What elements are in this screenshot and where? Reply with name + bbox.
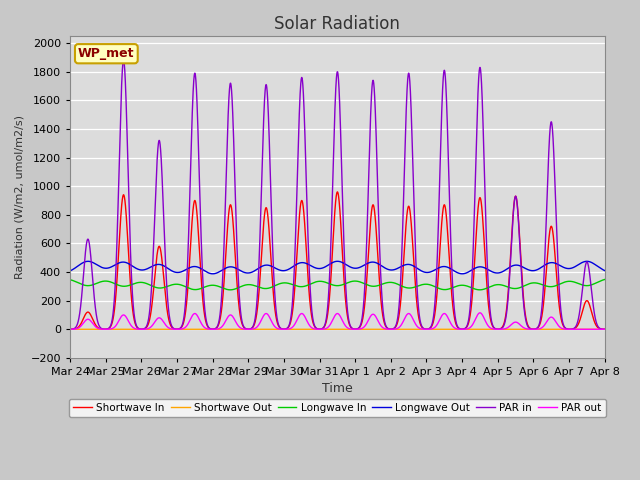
Shortwave In — [412, 279, 419, 285]
Longwave In — [476, 287, 484, 293]
Shortwave In — [67, 326, 74, 332]
Longwave Out — [209, 271, 216, 276]
Line: Shortwave In: Shortwave In — [70, 192, 605, 329]
Longwave Out — [180, 267, 188, 273]
Shortwave Out — [180, 326, 188, 332]
Shortwave In — [175, 326, 182, 332]
PAR in — [120, 58, 127, 63]
Shortwave Out — [599, 326, 607, 332]
PAR in — [601, 326, 609, 332]
Shortwave Out — [487, 326, 495, 332]
Longwave Out — [333, 258, 341, 264]
PAR out — [476, 310, 484, 316]
PAR in — [599, 326, 607, 332]
PAR out — [601, 326, 609, 332]
Longwave In — [601, 276, 609, 282]
Longwave Out — [266, 263, 274, 269]
Longwave In — [599, 277, 607, 283]
PAR out — [266, 316, 274, 322]
PAR out — [67, 326, 74, 332]
Shortwave Out — [411, 326, 419, 332]
Longwave In — [180, 283, 188, 289]
Shortwave In — [599, 326, 607, 332]
Longwave Out — [412, 264, 419, 270]
Longwave In — [67, 277, 74, 283]
Shortwave In — [333, 189, 341, 195]
Longwave In — [175, 282, 182, 288]
PAR in — [180, 310, 188, 316]
Shortwave Out — [266, 326, 274, 332]
Longwave In — [411, 284, 419, 290]
PAR in — [266, 170, 274, 176]
Shortwave In — [180, 316, 188, 322]
Shortwave In — [487, 319, 495, 324]
PAR out — [180, 325, 188, 331]
PAR out — [487, 325, 495, 331]
PAR in — [487, 315, 495, 321]
Line: PAR in: PAR in — [70, 60, 605, 329]
Text: WP_met: WP_met — [78, 47, 134, 60]
Longwave Out — [487, 268, 495, 274]
Longwave Out — [601, 268, 609, 274]
Shortwave In — [266, 244, 274, 250]
Longwave Out — [67, 268, 74, 274]
PAR in — [412, 237, 419, 243]
Shortwave Out — [175, 326, 182, 332]
Legend: Shortwave In, Shortwave Out, Longwave In, Longwave Out, PAR in, PAR out: Shortwave In, Shortwave Out, Longwave In… — [69, 399, 605, 417]
Shortwave Out — [67, 326, 74, 332]
X-axis label: Time: Time — [322, 383, 353, 396]
PAR out — [599, 326, 607, 332]
Longwave In — [487, 283, 495, 289]
Shortwave Out — [601, 326, 609, 332]
Line: Longwave In: Longwave In — [70, 279, 605, 290]
Y-axis label: Radiation (W/m2, umol/m2/s): Radiation (W/m2, umol/m2/s) — [15, 115, 25, 279]
Title: Solar Radiation: Solar Radiation — [275, 15, 401, 33]
Longwave In — [266, 285, 274, 290]
Longwave Out — [599, 267, 607, 273]
PAR out — [411, 320, 419, 326]
PAR in — [67, 326, 74, 332]
Line: PAR out: PAR out — [70, 313, 605, 329]
Longwave Out — [175, 270, 182, 276]
PAR in — [175, 326, 182, 332]
Line: Longwave Out: Longwave Out — [70, 261, 605, 274]
Shortwave In — [601, 326, 609, 332]
PAR out — [175, 326, 182, 332]
